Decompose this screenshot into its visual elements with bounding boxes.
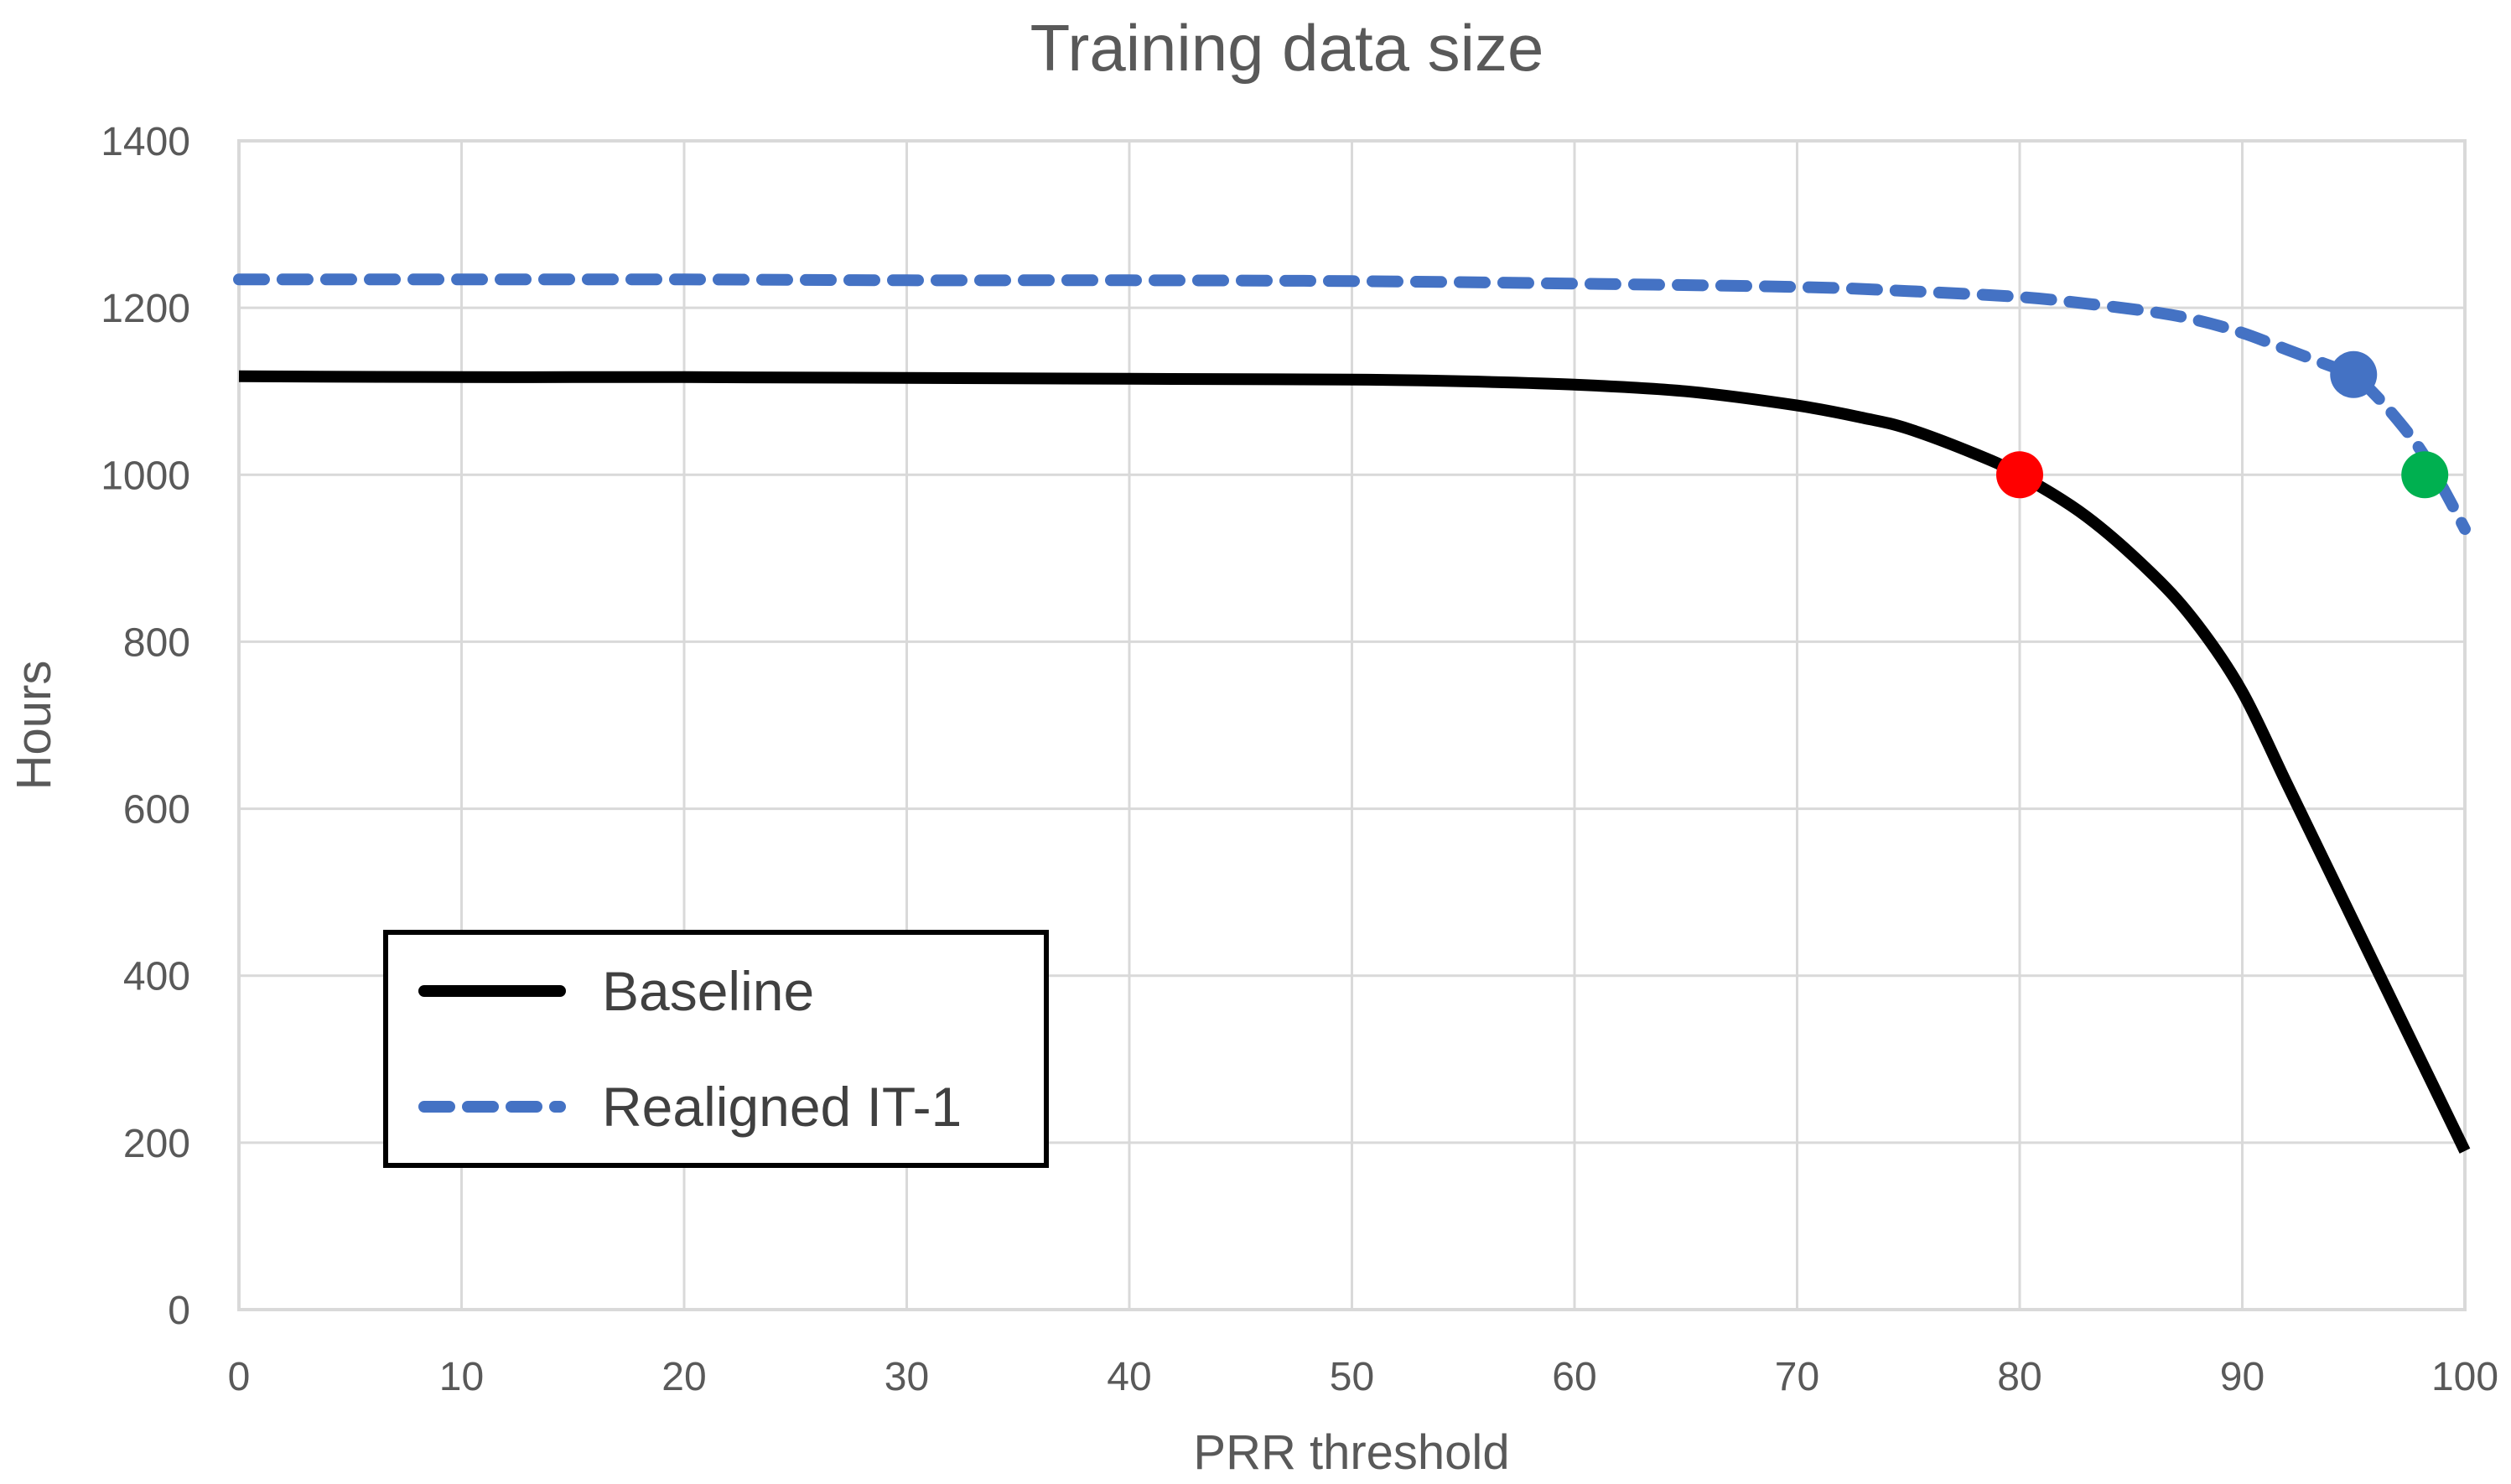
series-line-baseline	[238, 370, 2471, 1154]
x-axis-label: PRR threshold	[1193, 1425, 1509, 1480]
plot-area-border	[237, 139, 2467, 1311]
legend-label-baseline: Baseline	[602, 960, 814, 1022]
x-tick-label: 80	[1997, 1355, 2041, 1399]
y-tick-label: 1000	[101, 454, 190, 498]
y-tick-label: 600	[123, 788, 190, 833]
y-tick-label: 800	[123, 620, 190, 665]
marker-realigned-1120h	[2330, 350, 2378, 398]
legend-label-realigned-it-1: Realigned IT-1	[602, 1076, 962, 1138]
legend: Baseline Realigned IT-1	[383, 930, 1049, 1168]
x-tick-label: 10	[439, 1355, 484, 1399]
x-tick-label: 90	[2220, 1355, 2265, 1399]
x-tick-label: 70	[1775, 1355, 1819, 1399]
y-tick-label: 1400	[101, 120, 190, 164]
legend-box	[383, 930, 1049, 1168]
x-tick-label: 60	[1552, 1355, 1596, 1399]
x-tick-label: 20	[661, 1355, 706, 1399]
x-tick-label: 50	[1330, 1355, 1374, 1399]
x-axis-ticks: 0 10 20 30 40 50 60 70 80 90 100	[228, 1355, 2498, 1399]
y-tick-label: 200	[123, 1122, 190, 1166]
marker-realigned-1000h	[2401, 451, 2449, 499]
x-tick-label: 0	[228, 1355, 251, 1399]
y-axis-ticks: 0 200 400 600 800 1000 1200 1400	[101, 120, 190, 1333]
marker-baseline-1000h	[1996, 451, 2043, 499]
x-tick-label: 30	[885, 1355, 929, 1399]
y-tick-label: 1200	[101, 287, 190, 331]
chart-title: Training data size	[1030, 11, 1544, 85]
marker-layer	[1996, 350, 2449, 499]
x-tick-label: 40	[1107, 1355, 1151, 1399]
y-tick-label: 400	[123, 955, 190, 999]
y-tick-label: 0	[168, 1289, 190, 1333]
x-tick-label: 100	[2431, 1355, 2498, 1399]
gridlines	[237, 139, 2467, 1311]
y-axis-label: Hours	[7, 661, 61, 791]
